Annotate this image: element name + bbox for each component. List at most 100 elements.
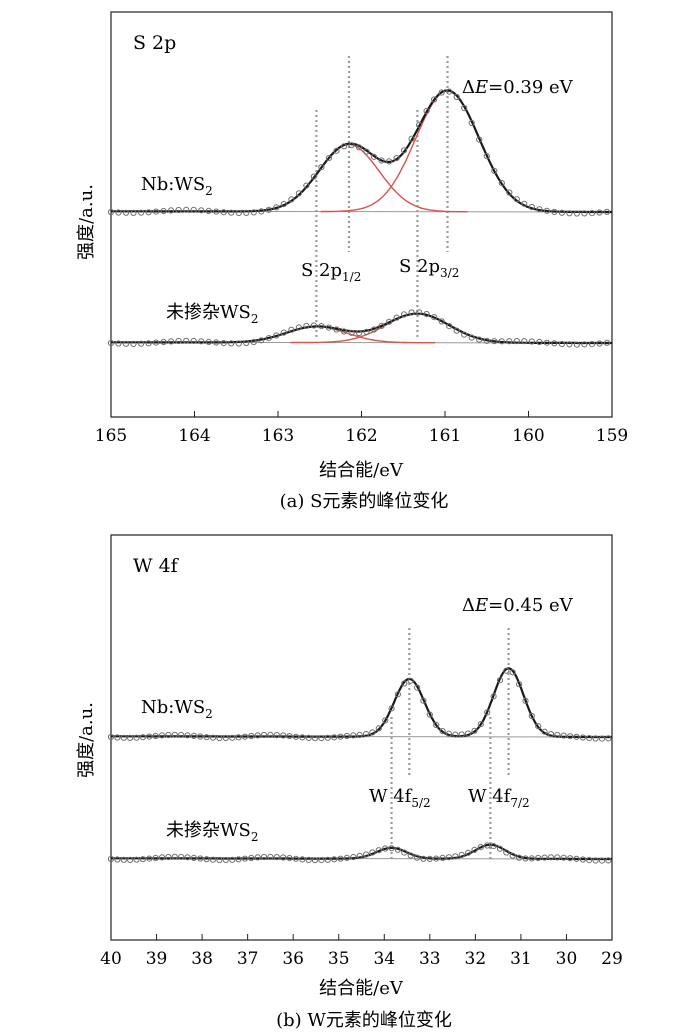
- data-point: [536, 338, 543, 346]
- data-point: [394, 691, 401, 698]
- data-point: [171, 731, 178, 738]
- data-point: [528, 338, 535, 345]
- data-point: [438, 89, 445, 96]
- data-point: [324, 734, 331, 741]
- data-point: [461, 331, 468, 338]
- data-point: [260, 731, 268, 739]
- data-point: [183, 337, 190, 344]
- data-point: [292, 855, 299, 862]
- data-point: [498, 180, 505, 187]
- data-point: [356, 852, 363, 860]
- data-point: [265, 335, 272, 342]
- data-point: [408, 309, 415, 316]
- data-point: [408, 135, 415, 142]
- panel-a-delta-e: ΔE=0.39 eV: [462, 77, 574, 98]
- data-point: [190, 206, 197, 213]
- data-point: [295, 324, 302, 331]
- data-point: [107, 733, 115, 741]
- data-point: [471, 846, 478, 854]
- data-point: [370, 326, 378, 333]
- panel-b-w4f: W 4f ΔE=0.45 eV Nb:WS2 未掺杂WS2 W 4f5/2 W …: [76, 534, 623, 1031]
- data-point: [369, 729, 376, 736]
- data-point: [138, 340, 145, 347]
- data-point: [598, 735, 606, 742]
- data-point: [573, 855, 580, 862]
- data-point: [235, 209, 242, 217]
- data-point: [286, 855, 293, 862]
- data-point: [573, 341, 581, 348]
- data-point: [386, 318, 393, 325]
- data-point: [579, 856, 587, 863]
- data-point: [573, 733, 580, 740]
- data-point: [152, 854, 159, 862]
- data-point: [267, 731, 274, 739]
- data-point: [222, 734, 229, 742]
- data-point: [303, 182, 310, 189]
- data-point: [369, 849, 376, 856]
- data-point: [299, 856, 306, 863]
- panel-b-y-axis-title: 强度/a.u.: [76, 702, 97, 778]
- data-point: [541, 854, 548, 861]
- data-point: [280, 329, 287, 336]
- data-point: [127, 734, 134, 742]
- data-point: [431, 314, 438, 321]
- data-point: [209, 734, 217, 741]
- x-tick-label: 33: [419, 949, 441, 969]
- data-point: [560, 732, 567, 739]
- data-point: [158, 854, 166, 861]
- data-point: [393, 314, 400, 321]
- data-point: [286, 733, 293, 740]
- data-point: [178, 731, 185, 739]
- data-point: [171, 853, 178, 860]
- data-point: [439, 854, 446, 862]
- data-point: [107, 339, 115, 347]
- data-point: [348, 142, 355, 149]
- data-point: [588, 210, 596, 217]
- data-point: [554, 731, 561, 739]
- data-point: [280, 854, 287, 861]
- data-point: [153, 339, 160, 346]
- data-point: [401, 311, 408, 318]
- data-point: [340, 143, 348, 150]
- data-point: [228, 340, 235, 347]
- data-point: [303, 322, 310, 329]
- data-point: [243, 339, 250, 347]
- data-point: [581, 341, 588, 348]
- data-point: [273, 854, 280, 861]
- data-point: [235, 734, 242, 741]
- panel-a-caption: (a) S元素的峰位变化: [280, 491, 449, 512]
- data-point: [426, 855, 433, 863]
- data-point: [175, 206, 182, 214]
- data-point: [198, 207, 205, 214]
- data-point: [516, 681, 523, 688]
- panel-a-plot-frame: [110, 11, 613, 418]
- data-point: [588, 341, 596, 348]
- data-point: [566, 210, 573, 217]
- data-point: [528, 203, 535, 211]
- data-point: [586, 857, 593, 864]
- data-point: [355, 144, 363, 151]
- data-point: [288, 196, 295, 203]
- data-point: [158, 732, 166, 739]
- data-point: [573, 210, 581, 217]
- data-point: [452, 731, 459, 738]
- data-point: [280, 732, 287, 739]
- data-point: [273, 204, 280, 211]
- x-tick-label: 163: [262, 426, 294, 446]
- x-tick-label: 29: [601, 949, 623, 969]
- data-point: [183, 206, 190, 213]
- data-point: [581, 210, 588, 217]
- data-point: [145, 209, 152, 216]
- data-point: [216, 734, 223, 742]
- data-point: [420, 855, 427, 862]
- data-point: [127, 856, 134, 864]
- data-point: [205, 338, 212, 345]
- panel-b-x-axis-title: 结合能/eV: [319, 978, 404, 999]
- data-point: [567, 855, 574, 862]
- data-point: [311, 735, 319, 742]
- data-point: [378, 157, 385, 164]
- data-point: [388, 705, 395, 712]
- data-point: [138, 209, 145, 216]
- x-tick-label: 160: [512, 426, 544, 446]
- data-point: [586, 735, 593, 742]
